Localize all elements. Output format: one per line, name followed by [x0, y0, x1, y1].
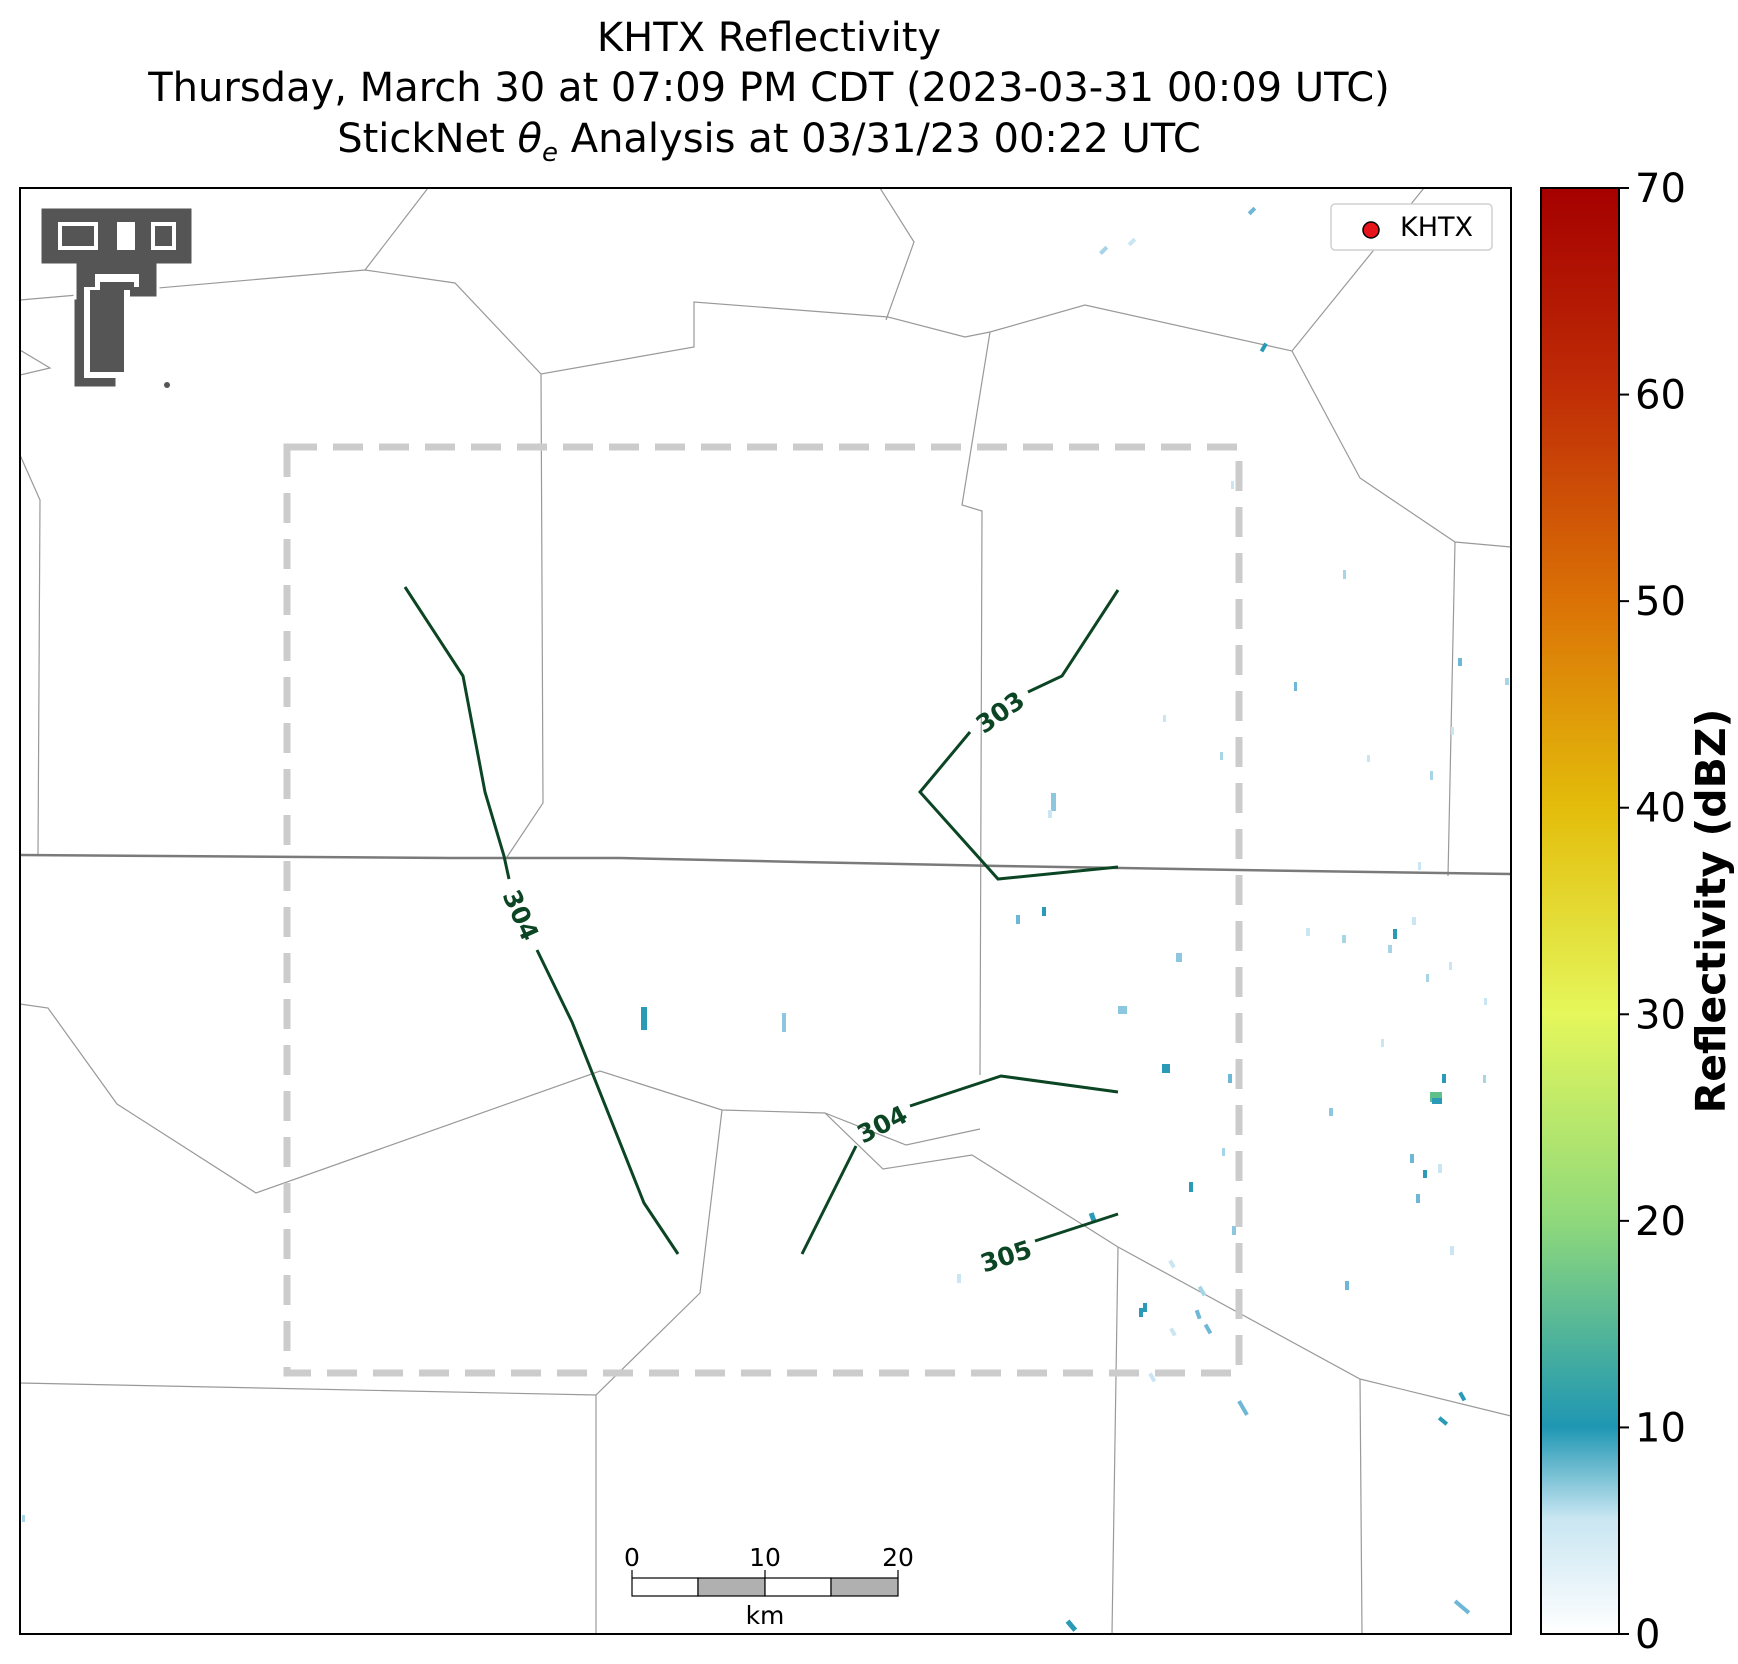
- contour-label-304: 304: [497, 885, 545, 944]
- colorbar-tick-label: 0: [1635, 1612, 1660, 1658]
- theta-e-contours: [403, 586, 1120, 1255]
- legend-label: KHTX: [1400, 212, 1473, 243]
- contour-labels: 304 303 304 305: [497, 686, 1036, 1279]
- colorbar-tick-label: 10: [1635, 1405, 1686, 1451]
- contour-label-305: 305: [977, 1235, 1036, 1279]
- contour-305: [1034, 1212, 1119, 1243]
- state-boundary: [20, 853, 1511, 876]
- legend: KHTX: [1330, 203, 1493, 251]
- contour-304-east: [800, 1145, 858, 1255]
- colorbar-tick-label: 20: [1635, 1199, 1686, 1245]
- double-t-logo: [38, 205, 195, 390]
- scale-tick-10: 10: [749, 1543, 781, 1572]
- scale-bar: 0 10 20 km: [624, 1543, 914, 1630]
- colorbar: 0 10 20 30 40 50 60 70 Reflectivity (dBZ): [1540, 166, 1735, 1658]
- title-line-2: Thursday, March 30 at 07:09 PM CDT (2023…: [148, 65, 1390, 111]
- contour-label-303: 303: [971, 686, 1030, 740]
- analysis-domain-box: [283, 443, 1243, 1377]
- colorbar-label: Reflectivity (dBZ): [1687, 709, 1735, 1114]
- title-line-3: StickNet θe Analysis at 03/31/23 00:22 U…: [337, 116, 1201, 168]
- contour-303: [1027, 589, 1120, 694]
- map-panel: 304 303 304 305 KHTX: [20, 188, 1511, 1634]
- title-line-1: KHTX Reflectivity: [596, 15, 942, 61]
- map-frame: [19, 187, 1512, 1635]
- county-boundaries: [20, 188, 1511, 1634]
- khtx-marker-icon: [1362, 221, 1380, 239]
- scale-tick-20: 20: [882, 1543, 914, 1572]
- colorbar-tick-label: 40: [1635, 786, 1686, 832]
- contour-304-west: [403, 586, 511, 880]
- colorbar-tick-label: 30: [1635, 992, 1686, 1038]
- colorbar-tick-label: 50: [1635, 579, 1686, 625]
- colorbar-tick-label: 70: [1635, 166, 1686, 212]
- scale-unit: km: [746, 1601, 785, 1630]
- reflectivity-echoes: [22, 206, 1509, 1632]
- contour-label-304: 304: [852, 1100, 912, 1150]
- colorbar-tick-label: 60: [1635, 373, 1686, 419]
- scale-tick-0: 0: [624, 1543, 640, 1572]
